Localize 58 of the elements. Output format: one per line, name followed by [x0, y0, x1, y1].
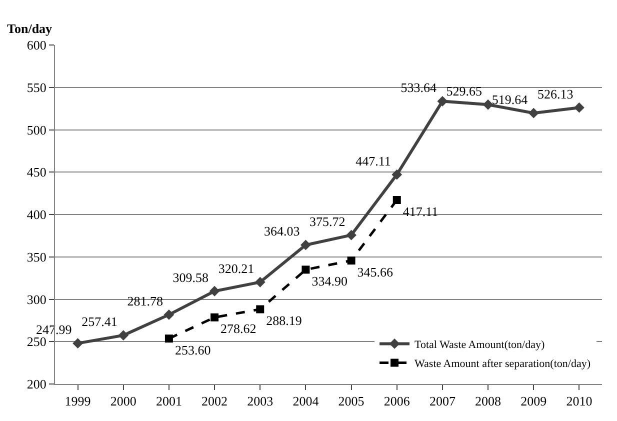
- point: [346, 230, 356, 240]
- point: [302, 266, 310, 274]
- point: [164, 334, 173, 343]
- point: [164, 309, 174, 320]
- data-label: 345.66: [357, 264, 394, 280]
- x-tick-label: 2006: [384, 394, 410, 409]
- point: [256, 305, 264, 314]
- data-label: 364.03: [264, 224, 300, 239]
- point: [72, 338, 83, 349]
- point: [437, 96, 448, 106]
- data-label: 417.11: [402, 204, 438, 219]
- data-label: 257.41: [82, 314, 118, 330]
- y-tick-label: 400: [26, 207, 46, 222]
- y-tick-label: 450: [26, 164, 46, 180]
- data-label: 281.78: [127, 293, 163, 308]
- y-tick-label: 350: [26, 249, 46, 264]
- y-tick-label: 300: [26, 292, 46, 307]
- point: [528, 108, 539, 118]
- data-label: 447.11: [356, 153, 391, 168]
- y-tick-label: 600: [26, 38, 46, 53]
- y-tick-label: 200: [26, 376, 46, 392]
- x-tick-label: 2001: [156, 394, 182, 409]
- data-label: 288.19: [266, 313, 302, 328]
- x-tick-label: 1999: [64, 394, 91, 409]
- data-label: 253.60: [174, 342, 211, 358]
- data-label: 278.62: [220, 321, 256, 336]
- x-tick-label: 2008: [475, 394, 502, 409]
- x-tick-label: 2007: [429, 394, 456, 409]
- legend-label: Waste Amount after separation(ton/day): [414, 358, 591, 370]
- data-label: 529.65: [446, 83, 482, 98]
- point: [209, 286, 220, 296]
- y-tick-label: 550: [26, 80, 46, 95]
- data-label: 375.72: [310, 214, 346, 229]
- point: [347, 256, 356, 265]
- x-tick-label: 2005: [338, 394, 364, 409]
- data-label: 334.90: [312, 273, 348, 288]
- data-label: 526.13: [537, 86, 574, 102]
- point: [392, 196, 401, 204]
- point: [574, 102, 584, 113]
- data-label: 309.58: [172, 270, 209, 285]
- data-label: 533.64: [400, 80, 437, 95]
- x-tick-label: 2003: [247, 394, 274, 409]
- data-label: 519.64: [492, 92, 528, 107]
- y-tick-label: 500: [26, 122, 46, 138]
- point: [482, 99, 494, 110]
- point: [392, 169, 402, 180]
- y-axis-title: Ton/day: [7, 21, 53, 36]
- point: [254, 276, 266, 288]
- x-tick-label: 2010: [566, 394, 592, 409]
- x-tick-label: 2004: [292, 394, 320, 409]
- x-tick-label: 2009: [520, 394, 547, 409]
- legend-label: Total Waste Amount(ton/day): [414, 339, 545, 352]
- point: [210, 313, 219, 322]
- data-label: 320.21: [218, 260, 254, 276]
- point: [118, 330, 129, 341]
- x-tick-label: 2000: [110, 394, 136, 409]
- x-tick-label: 2002: [202, 394, 228, 409]
- point: [300, 240, 311, 250]
